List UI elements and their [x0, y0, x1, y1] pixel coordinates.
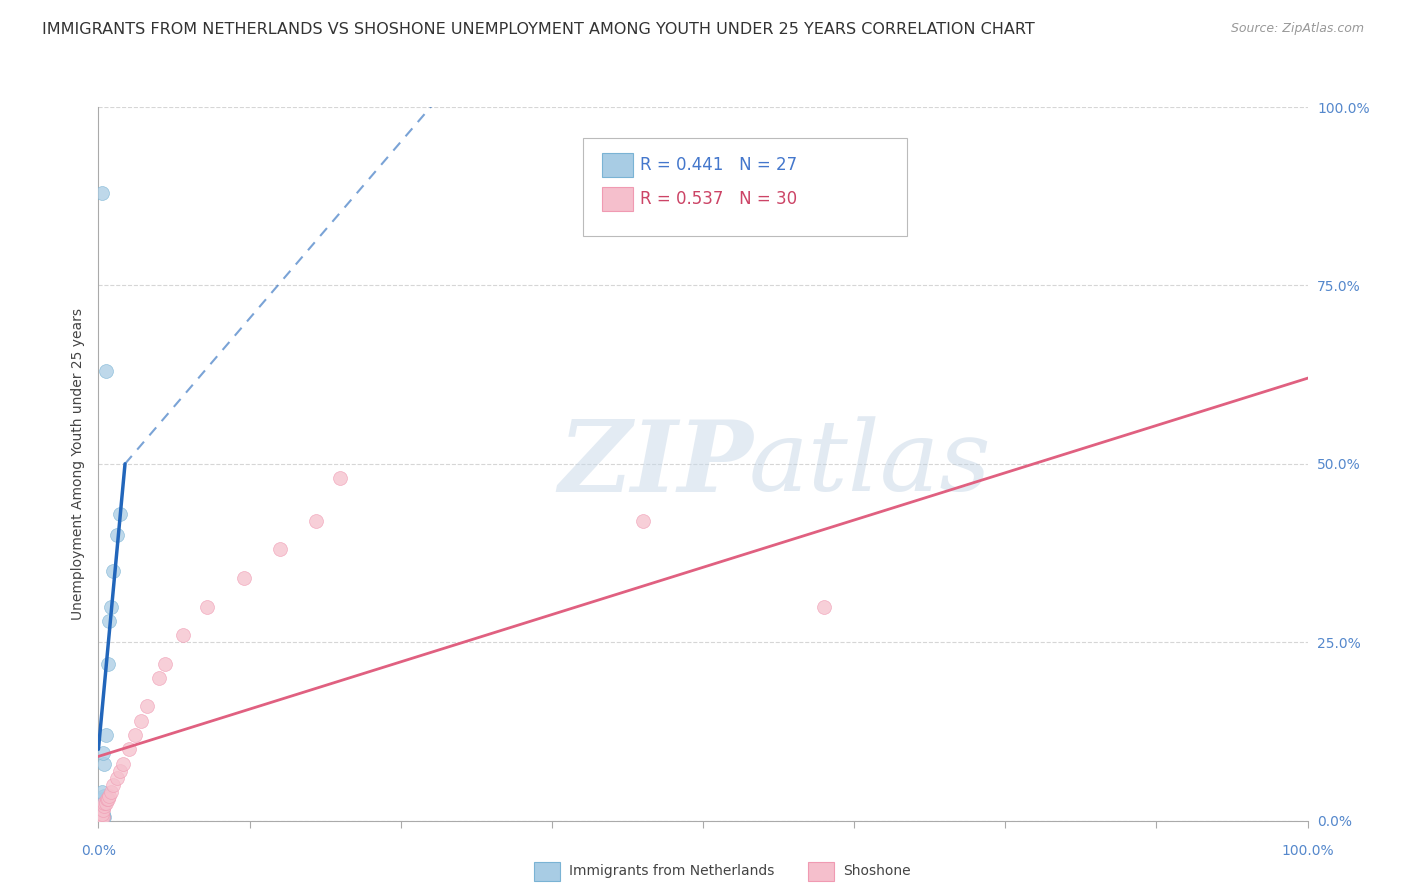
Point — [118, 742, 141, 756]
Point — [91, 792, 114, 806]
Text: IMMIGRANTS FROM NETHERLANDS VS SHOSHONE UNEMPLOYMENT AMONG YOUTH UNDER 25 YEARS : IMMIGRANTS FROM NETHERLANDS VS SHOSHONE … — [42, 22, 1035, 37]
Point — [91, 186, 114, 200]
Point — [89, 810, 111, 824]
Point — [91, 803, 114, 817]
Point — [91, 810, 114, 824]
Text: Shoshone: Shoshone — [844, 864, 911, 879]
Point — [100, 785, 122, 799]
Text: 100.0%: 100.0% — [1281, 844, 1334, 857]
Point — [329, 471, 352, 485]
Point — [91, 785, 114, 799]
Point — [90, 810, 112, 824]
Point — [93, 796, 115, 810]
Point — [129, 714, 152, 728]
Point — [96, 792, 118, 806]
Point — [105, 771, 128, 785]
Point — [91, 796, 114, 810]
Text: 0.0%: 0.0% — [82, 844, 115, 857]
Point — [90, 810, 112, 824]
Point — [98, 789, 121, 803]
Point — [94, 364, 117, 378]
Text: R = 0.537   N = 30: R = 0.537 N = 30 — [640, 190, 797, 208]
Point — [813, 599, 835, 614]
Point — [108, 507, 131, 521]
Text: ZIP: ZIP — [558, 416, 752, 512]
Point — [93, 810, 115, 824]
Point — [153, 657, 176, 671]
Point — [98, 614, 121, 628]
Point — [91, 810, 114, 824]
Point — [148, 671, 170, 685]
Point — [91, 810, 114, 824]
Point — [97, 657, 120, 671]
Point — [269, 542, 291, 557]
Point — [195, 599, 218, 614]
Point — [305, 514, 328, 528]
Point — [91, 806, 114, 821]
Point — [111, 756, 134, 771]
Text: Source: ZipAtlas.com: Source: ZipAtlas.com — [1230, 22, 1364, 36]
Point — [94, 728, 117, 742]
Y-axis label: Unemployment Among Youth under 25 years: Unemployment Among Youth under 25 years — [72, 308, 86, 620]
Point — [93, 756, 115, 771]
Point — [91, 806, 114, 821]
Point — [91, 810, 114, 824]
Text: R = 0.441   N = 27: R = 0.441 N = 27 — [640, 156, 797, 174]
Point — [90, 810, 112, 824]
Point — [101, 778, 124, 792]
Point — [124, 728, 146, 742]
Point — [91, 810, 114, 824]
Point — [631, 514, 654, 528]
Point — [135, 699, 157, 714]
Point — [105, 528, 128, 542]
Point — [97, 792, 120, 806]
Text: atlas: atlas — [749, 417, 991, 511]
Point — [172, 628, 194, 642]
Point — [93, 789, 115, 803]
Point — [232, 571, 254, 585]
Point — [91, 810, 114, 824]
Point — [101, 564, 124, 578]
Point — [94, 796, 117, 810]
Point — [90, 799, 112, 814]
Point — [91, 746, 114, 760]
Point — [91, 806, 114, 821]
Point — [93, 799, 115, 814]
Text: Immigrants from Netherlands: Immigrants from Netherlands — [569, 864, 775, 879]
Point — [100, 599, 122, 614]
Point — [108, 764, 131, 778]
Point — [89, 810, 111, 824]
